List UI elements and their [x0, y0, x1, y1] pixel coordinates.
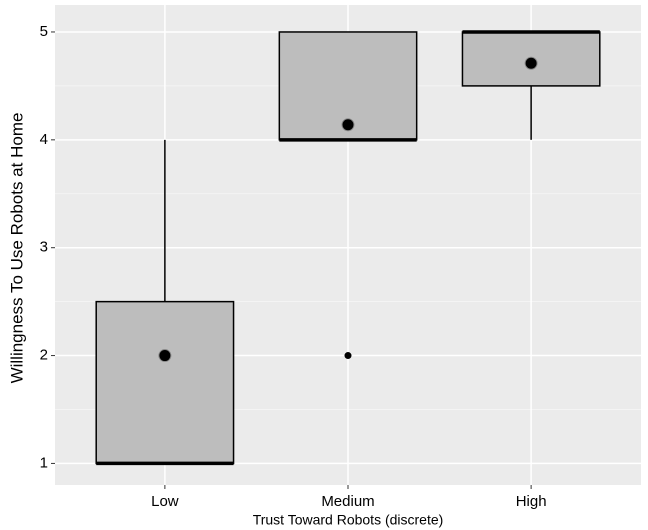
- y-tick-label: 3: [40, 239, 48, 256]
- x-tick-label: Low: [151, 493, 179, 510]
- mean-point: [158, 349, 172, 363]
- x-tick-label: High: [516, 493, 547, 510]
- box: [95, 300, 235, 465]
- y-tick-label: 2: [40, 347, 48, 364]
- mean-point: [524, 56, 538, 70]
- y-tick-label: 4: [40, 131, 48, 148]
- mean-point: [341, 118, 355, 132]
- x-tick-label: Medium: [321, 493, 374, 510]
- y-axis-title: Willingness To Use Robots at Home: [7, 113, 26, 384]
- y-tick-label: 1: [40, 454, 48, 471]
- x-axis-title: Trust Toward Robots (discrete): [253, 512, 444, 528]
- outlier: [344, 352, 352, 360]
- y-tick-label: 5: [40, 23, 48, 40]
